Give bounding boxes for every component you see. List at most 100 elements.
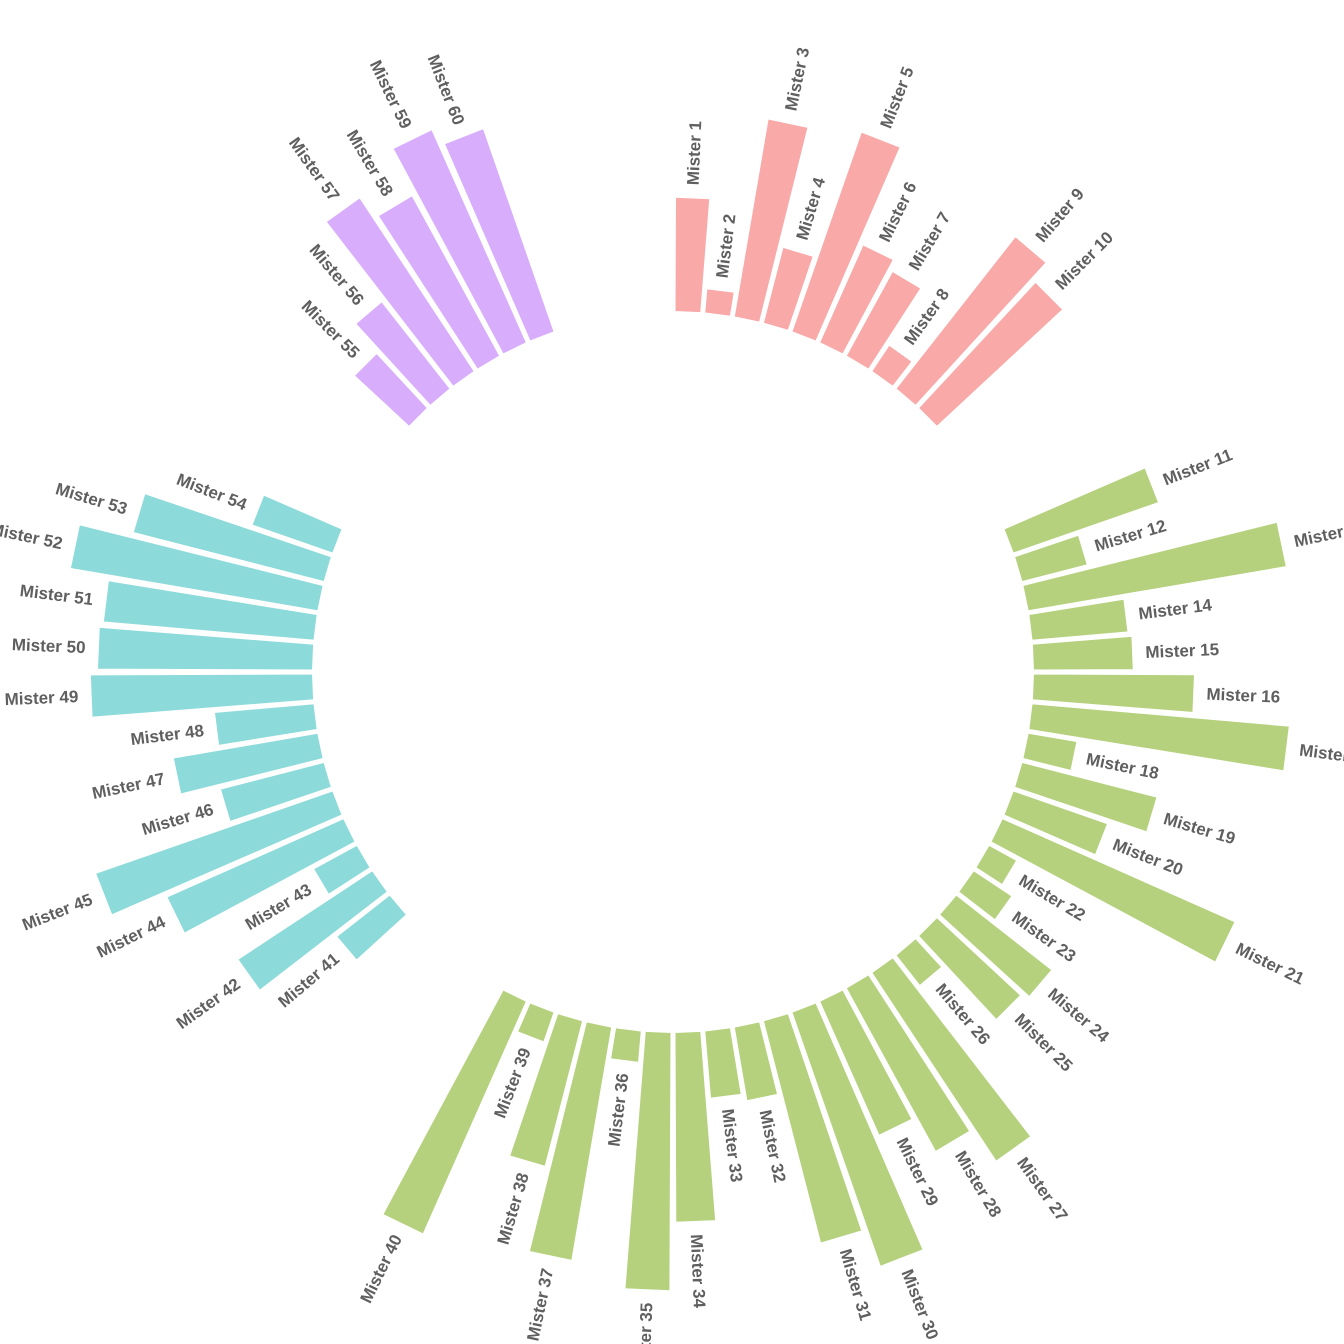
- bar-label-1: Mister 1: [684, 121, 706, 186]
- bar-43: [311, 843, 373, 897]
- bar-28: [844, 972, 972, 1154]
- bar-54: [250, 493, 344, 555]
- bar-32: [732, 1020, 780, 1103]
- bar-3: [732, 117, 810, 324]
- bar-label-14: Mister 14: [1137, 595, 1213, 623]
- bar-42: [235, 868, 390, 993]
- bar-38: [507, 1011, 585, 1169]
- bar-label-37: Mister 37: [523, 1267, 557, 1343]
- bar-label-16: Mister 16: [1206, 685, 1280, 707]
- bar-label-53: Mister 53: [53, 479, 129, 518]
- bar-label-50: Mister 50: [11, 635, 85, 657]
- bar-8: [869, 342, 915, 389]
- bar-20: [1002, 789, 1110, 857]
- bar-50: [95, 625, 316, 672]
- bar-9: [893, 234, 1049, 408]
- bar-55: [352, 351, 430, 429]
- bar-36: [608, 1026, 643, 1065]
- bar-60: [442, 126, 556, 343]
- bar-24: [937, 892, 1054, 999]
- bar-label-42: Mister 42: [173, 975, 244, 1033]
- bar-27: [869, 955, 1033, 1164]
- bar-label-34: Mister 34: [687, 1234, 709, 1309]
- bar-label-49: Mister 49: [4, 687, 78, 709]
- bar-35: [623, 1029, 673, 1293]
- bar-51: [101, 578, 319, 642]
- bar-19: [1012, 760, 1159, 834]
- bar-label-35: Mister 35: [634, 1302, 656, 1344]
- bar-25: [916, 915, 1023, 1022]
- bar-label-33: Mister 33: [718, 1108, 746, 1183]
- bar-39: [515, 1001, 556, 1044]
- bar-label-15: Mister 15: [1145, 640, 1219, 662]
- bar-58: [376, 193, 502, 372]
- bar-label-18: Mister 18: [1084, 749, 1160, 783]
- bar-30: [790, 1001, 926, 1269]
- bar-label-32: Mister 32: [756, 1108, 790, 1184]
- bar-label-46: Mister 46: [140, 800, 216, 839]
- bar-40: [380, 987, 529, 1237]
- bar-label-5: Mister 5: [877, 64, 918, 131]
- bar-57: [324, 195, 477, 389]
- bar-label-27: Mister 27: [1013, 1154, 1071, 1225]
- bar-2: [703, 287, 736, 318]
- bar-37: [527, 1020, 614, 1263]
- bar-12: [1012, 533, 1090, 584]
- bar-label-47: Mister 47: [90, 769, 166, 803]
- bar-label-9: Mister 9: [1032, 185, 1088, 246]
- bar-label-7: Mister 7: [905, 209, 954, 274]
- bar-7: [844, 269, 923, 372]
- bar-label-51: Mister 51: [19, 581, 94, 609]
- bar-label-31: Mister 31: [836, 1247, 875, 1323]
- bar-label-58: Mister 58: [343, 127, 397, 200]
- bar-label-10: Mister 10: [1051, 228, 1117, 294]
- bar-44: [164, 816, 358, 936]
- bar-56: [353, 299, 453, 408]
- bar-label-24: Mister 24: [1044, 984, 1113, 1046]
- bar-52: [68, 522, 325, 613]
- bar-label-17: Mister 17: [1298, 741, 1344, 769]
- bar-label-36: Mister 36: [604, 1072, 632, 1147]
- bar-47: [171, 731, 325, 796]
- bar-13: [1021, 520, 1289, 613]
- bar-17: [1027, 702, 1292, 773]
- bar-label-45: Mister 45: [20, 890, 96, 934]
- bar-label-60: Mister 60: [424, 52, 468, 128]
- bar-6: [817, 242, 896, 357]
- bars-layer: [68, 117, 1292, 1293]
- bar-10: [916, 280, 1065, 429]
- bar-26: [893, 936, 944, 988]
- bar-31: [761, 1011, 864, 1245]
- bar-53: [131, 491, 334, 584]
- bar-48: [212, 702, 319, 748]
- bar-14: [1027, 597, 1130, 642]
- bar-11: [1002, 465, 1161, 555]
- bar-33: [703, 1026, 743, 1100]
- bar-label-38: Mister 38: [494, 1171, 533, 1247]
- bar-45: [93, 789, 344, 917]
- bar-label-21: Mister 21: [1233, 939, 1308, 988]
- bar-label-13: Mister 13: [1292, 517, 1344, 551]
- bar-41: [334, 892, 409, 963]
- bar-22: [973, 843, 1019, 887]
- bar-label-48: Mister 48: [129, 721, 204, 749]
- bar-1: [673, 195, 712, 315]
- bar-46: [218, 760, 334, 824]
- bar-label-11: Mister 11: [1160, 445, 1235, 489]
- bar-5: [790, 130, 903, 343]
- bar-label-52: Mister 52: [0, 519, 64, 553]
- bar-15: [1030, 634, 1135, 672]
- bar-4: [761, 245, 816, 333]
- bar-18: [1021, 731, 1079, 773]
- bar-49: [88, 672, 316, 719]
- bar-label-2: Mister 2: [713, 213, 740, 279]
- bar-label-30: Mister 30: [898, 1267, 942, 1343]
- bar-label-59: Mister 59: [366, 57, 415, 132]
- bar-label-3: Mister 3: [781, 46, 813, 113]
- bar-16: [1030, 672, 1197, 715]
- bar-29: [817, 987, 915, 1138]
- bar-34: [673, 1029, 718, 1224]
- bar-label-4: Mister 4: [793, 175, 830, 243]
- bar-label-44: Mister 44: [94, 912, 169, 962]
